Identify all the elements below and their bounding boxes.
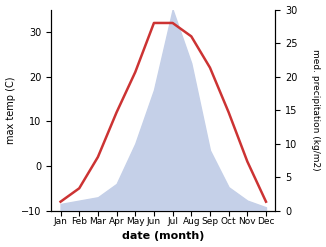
Y-axis label: max temp (C): max temp (C) — [6, 76, 16, 144]
X-axis label: date (month): date (month) — [122, 231, 204, 242]
Y-axis label: med. precipitation (kg/m2): med. precipitation (kg/m2) — [311, 49, 320, 171]
